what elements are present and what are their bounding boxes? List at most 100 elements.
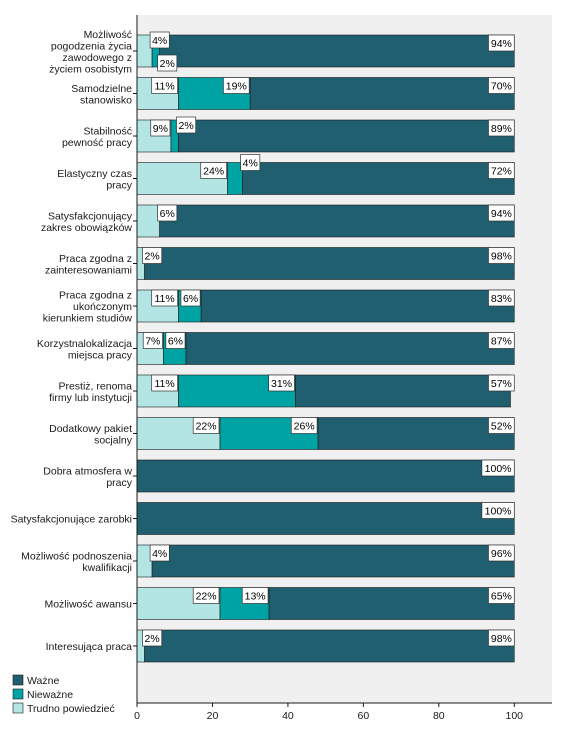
legend-label: Trudno powiedzieć (27, 703, 115, 715)
category-label-line: życiem osobistym (49, 63, 132, 75)
data-label-wazne-box (488, 289, 515, 307)
data-label-wazne-box (488, 332, 515, 349)
data-label-wazne: 100% (481, 502, 515, 519)
data-label-wazne-box (481, 502, 515, 519)
data-label-trudno: 22% (192, 587, 220, 604)
data-label-niewazne: 2% (157, 54, 178, 72)
category-label-line: kierunkiem studiów (43, 313, 133, 325)
category-label-line: pogodzenia życia (51, 40, 132, 52)
bar-segment (144, 247, 515, 280)
data-label-trudno: 9% (150, 119, 171, 137)
data-label-trudno-text: 2% (145, 251, 160, 263)
data-label-trudno: 2% (142, 247, 163, 264)
data-label-niewazne-text: 2% (160, 58, 175, 70)
bar-segment (136, 502, 515, 535)
data-label-wazne-box (488, 162, 515, 179)
data-label-wazne-text: 100% (485, 506, 512, 518)
data-label-trudno-text: 4% (152, 35, 167, 47)
data-label-niewazne: 19% (223, 77, 250, 94)
data-label-niewazne: 4% (240, 154, 261, 171)
data-label-trudno-box (149, 31, 170, 49)
data-label-wazne: 94% (488, 34, 515, 52)
data-label-niewazne-box (180, 289, 201, 307)
x-tick-label: 40 (282, 710, 294, 722)
bar-segment (242, 162, 515, 195)
category-label-line: Praca zgodna z (59, 253, 132, 265)
category-labels-layer: Możliwość pogodzenia życia zawodowego z życ… (11, 29, 133, 653)
data-label-wazne: 98% (488, 247, 515, 264)
category-label: Możliwość pogodzenia życia zawodowego z życ… (49, 29, 132, 76)
data-label-wazne: 70% (488, 77, 515, 94)
data-label-wazne-box (488, 77, 515, 94)
data-label-trudno-text: 9% (153, 123, 168, 135)
data-label-niewazne: 2% (176, 116, 197, 134)
category-label: Praca zgodna z ukończonym kierunkiem studi… (43, 290, 133, 325)
bar-segment (295, 374, 511, 408)
category-label-line: Satysfakcjonujące zarobki (11, 514, 132, 526)
bar-segment (144, 629, 515, 663)
data-label-trudno: 7% (142, 332, 163, 349)
data-label-wazne: 57% (488, 374, 515, 392)
category-label-line: Satysfakcjonujący (48, 210, 133, 222)
bar-segment (185, 332, 515, 365)
data-label-niewazne-text: 19% (226, 81, 247, 93)
bar-segment (249, 77, 515, 110)
category-label: Korzystnalokalizacja miejsca pracy (37, 338, 133, 362)
category-label-line: Prestiż, renoma (58, 380, 132, 392)
data-label-niewazne-text: 26% (294, 421, 315, 433)
category-label-line: socjalny (94, 434, 133, 446)
category-label: Elastyczny czas pracy (57, 168, 132, 192)
data-label-wazne-box (488, 247, 515, 264)
category-label-line: firmy lub instytucji (49, 392, 132, 404)
category-label-line: pracy (106, 477, 132, 489)
bar-segment (136, 459, 515, 493)
category-label-line: Możliwość (84, 29, 132, 41)
category-label: Możliwość podnoszenia kwalifikacji (21, 550, 132, 574)
data-labels-layer: 4% 2% 94% 11% 19% 70% 9% 2% 89% 24% 4% 72% 6% 94% 2% 98… (142, 31, 515, 647)
data-label-trudno: 6% (157, 204, 178, 222)
data-label-trudno: 11% (151, 77, 178, 94)
data-label-wazne: 94% (488, 204, 515, 222)
data-label-trudno-text: 11% (154, 378, 174, 390)
data-label-niewazne: 6% (180, 289, 201, 307)
data-label-trudno: 2% (142, 629, 163, 647)
x-tick-label: 100 (506, 710, 524, 722)
data-label-trudno-text: 7% (145, 336, 160, 348)
data-label-trudno: 4% (149, 544, 170, 562)
category-label-line: stanowisko (80, 94, 132, 106)
category-label-line: Stabilność (84, 125, 132, 137)
data-label-trudno-text: 2% (145, 633, 160, 645)
bar-segment (159, 204, 515, 238)
legend-swatch (12, 688, 24, 700)
data-label-trudno-text: 11% (154, 81, 174, 93)
data-label-niewazne-text: 4% (243, 158, 258, 170)
data-label-niewazne: 6% (165, 332, 186, 349)
data-label-wazne: 83% (488, 289, 515, 307)
bar-segment (159, 34, 515, 68)
data-label-niewazne-box (157, 54, 178, 72)
data-label-trudno-box (157, 204, 178, 222)
data-label-niewazne: 26% (290, 417, 318, 434)
data-label-niewazne-text: 31% (271, 378, 292, 390)
bar-segment (136, 204, 160, 238)
category-label: Satysfakcjonujący zakres obowiązków (41, 210, 133, 234)
data-label-wazne-text: 87% (491, 336, 512, 348)
category-label-line: zawodowego z (63, 52, 132, 64)
category-label-line: Korzystnalokalizacja (37, 338, 132, 350)
data-label-trudno: 4% (149, 31, 170, 49)
data-label-trudno: 11% (151, 289, 178, 307)
category-label-line: pracy (106, 179, 132, 191)
data-label-trudno-box (142, 247, 163, 264)
data-label-niewazne-text: 6% (183, 293, 198, 305)
data-label-wazne-box (488, 587, 515, 604)
category-label: Stabilność pewność pracy (62, 125, 133, 149)
data-label-trudno-box (142, 332, 163, 349)
data-label-trudno-box (192, 417, 220, 434)
data-label-trudno-text: 24% (203, 166, 224, 178)
category-label-line: Dodatkowy pakiet (49, 423, 132, 435)
data-label-niewazne: 13% (241, 587, 269, 604)
data-label-trudno-box (151, 77, 178, 94)
category-label-line: kwalifikacji (82, 562, 132, 574)
data-label-wazne: 96% (488, 544, 515, 562)
